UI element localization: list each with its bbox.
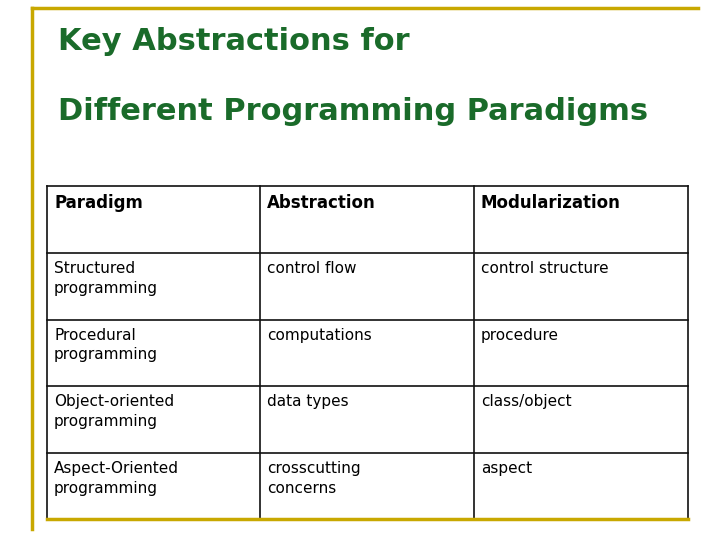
Text: aspect: aspect — [481, 461, 532, 476]
Text: data types: data types — [267, 394, 349, 409]
Text: Key Abstractions for: Key Abstractions for — [58, 27, 409, 56]
Text: control structure: control structure — [481, 261, 608, 276]
Text: procedure: procedure — [481, 328, 559, 342]
Text: Procedural
programming: Procedural programming — [54, 328, 158, 362]
Text: Different Programming Paradigms: Different Programming Paradigms — [58, 97, 648, 126]
Text: Structured
programming: Structured programming — [54, 261, 158, 296]
Text: Paradigm: Paradigm — [54, 194, 143, 212]
Text: class/object: class/object — [481, 394, 572, 409]
Text: Object-oriented
programming: Object-oriented programming — [54, 394, 174, 429]
Text: crosscutting
concerns: crosscutting concerns — [267, 461, 361, 496]
Text: Abstraction: Abstraction — [267, 194, 376, 212]
Text: Modularization: Modularization — [481, 194, 621, 212]
Text: Aspect-Oriented
programming: Aspect-Oriented programming — [54, 461, 179, 496]
Text: control flow: control flow — [267, 261, 357, 276]
Text: computations: computations — [267, 328, 372, 342]
